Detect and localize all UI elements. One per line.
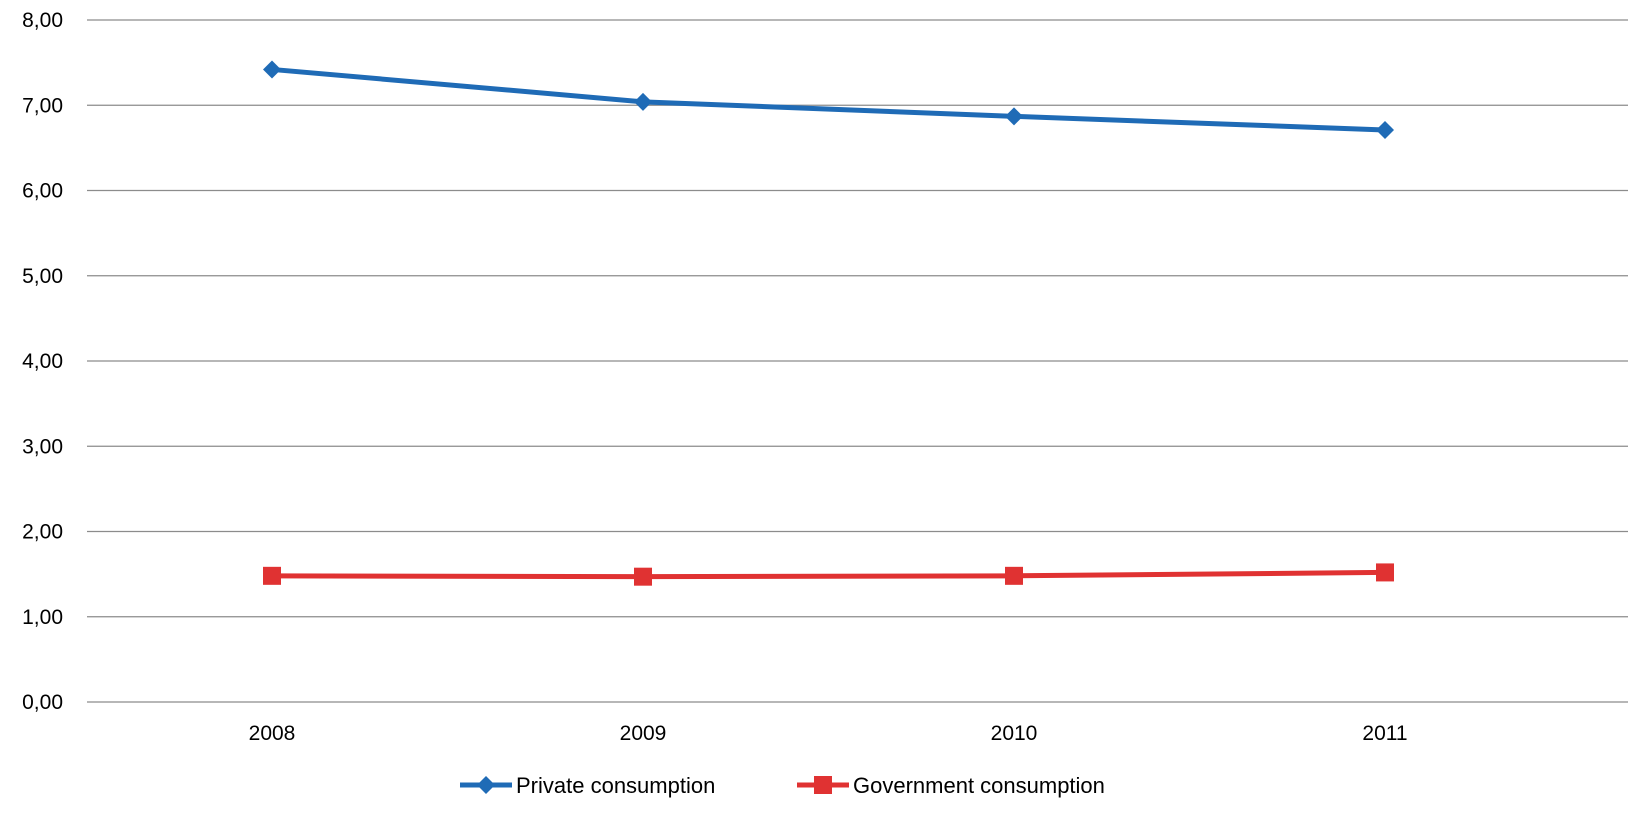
legend-label: Private consumption xyxy=(516,773,715,798)
y-tick-label: 6,00 xyxy=(22,180,63,203)
data-point-square xyxy=(1005,566,1023,585)
series-line xyxy=(269,66,1388,133)
legend-entry: Government consumption xyxy=(797,773,1105,798)
legend: Private consumption Government consumptio… xyxy=(460,773,1105,798)
series-line xyxy=(269,569,1388,580)
y-axis-tick-labels: 0,00 1,00 2,00 3,00 4,00 5,00 6,00 7,00 8,00 xyxy=(22,9,63,714)
y-tick-label: 3,00 xyxy=(22,435,63,458)
legend-entry: Private consumption xyxy=(460,773,715,798)
data-point-diamond xyxy=(1005,107,1023,126)
y-tick-label: 4,00 xyxy=(22,350,63,373)
legend-label: Government consumption xyxy=(853,773,1105,798)
series-lines xyxy=(263,60,1394,586)
series-government-consumption xyxy=(263,563,1394,586)
x-tick-label: 2008 xyxy=(249,722,296,745)
x-tick-label: 2009 xyxy=(620,722,667,745)
y-tick-label: 2,00 xyxy=(22,521,63,544)
data-point-square xyxy=(1376,563,1394,582)
gridlines xyxy=(87,19,1628,703)
y-tick-label: 8,00 xyxy=(22,9,63,32)
x-axis-tick-labels: 2008 2009 2010 2011 xyxy=(249,722,1408,745)
data-point-square xyxy=(263,566,281,585)
y-tick-label: 5,00 xyxy=(22,265,63,288)
data-point-square xyxy=(634,567,652,586)
data-point-diamond xyxy=(1376,120,1394,139)
y-tick-label: 0,00 xyxy=(22,691,63,714)
series-private-consumption xyxy=(263,60,1394,139)
x-tick-label: 2011 xyxy=(1362,722,1407,745)
data-point-diamond xyxy=(263,60,281,79)
legend-marker-diamond xyxy=(477,776,495,794)
y-tick-label: 7,00 xyxy=(22,94,63,117)
x-tick-label: 2010 xyxy=(991,722,1038,745)
data-point-diamond xyxy=(634,92,652,111)
legend-marker-square xyxy=(814,776,832,794)
y-tick-label: 1,00 xyxy=(22,606,63,629)
